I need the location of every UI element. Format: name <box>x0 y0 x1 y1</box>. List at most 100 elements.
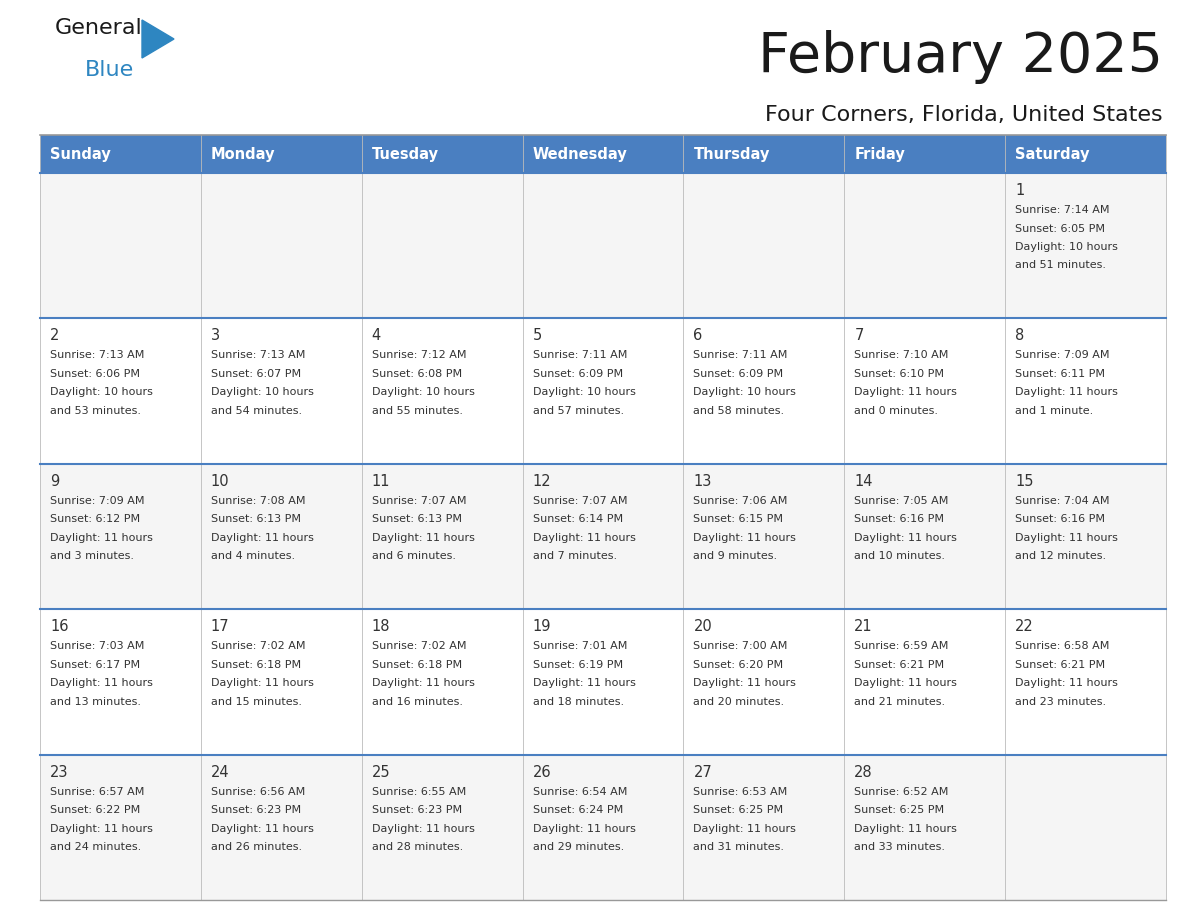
Text: Sunset: 6:18 PM: Sunset: 6:18 PM <box>372 660 462 670</box>
Text: Sunrise: 7:12 AM: Sunrise: 7:12 AM <box>372 351 466 361</box>
Text: Daylight: 11 hours: Daylight: 11 hours <box>532 823 636 834</box>
Text: Sunday: Sunday <box>50 147 110 162</box>
Text: Sunrise: 7:13 AM: Sunrise: 7:13 AM <box>210 351 305 361</box>
Text: and 10 minutes.: and 10 minutes. <box>854 552 946 561</box>
Text: Daylight: 11 hours: Daylight: 11 hours <box>372 823 474 834</box>
Text: and 7 minutes.: and 7 minutes. <box>532 552 617 561</box>
Text: Daylight: 10 hours: Daylight: 10 hours <box>210 387 314 397</box>
Bar <box>201 135 361 173</box>
Text: Daylight: 11 hours: Daylight: 11 hours <box>854 823 958 834</box>
Text: Sunset: 6:21 PM: Sunset: 6:21 PM <box>854 660 944 670</box>
Text: Sunrise: 7:08 AM: Sunrise: 7:08 AM <box>210 496 305 506</box>
Text: 24: 24 <box>210 765 229 779</box>
Text: Sunset: 6:20 PM: Sunset: 6:20 PM <box>694 660 784 670</box>
Text: Daylight: 10 hours: Daylight: 10 hours <box>532 387 636 397</box>
Bar <box>40 464 1165 610</box>
Text: Sunrise: 7:09 AM: Sunrise: 7:09 AM <box>1015 351 1110 361</box>
Text: Sunset: 6:13 PM: Sunset: 6:13 PM <box>210 514 301 524</box>
Text: 8: 8 <box>1015 329 1024 343</box>
Text: 12: 12 <box>532 474 551 488</box>
Text: 1: 1 <box>1015 183 1024 198</box>
Text: and 18 minutes.: and 18 minutes. <box>532 697 624 707</box>
Text: Sunrise: 7:01 AM: Sunrise: 7:01 AM <box>532 641 627 651</box>
Text: Sunrise: 7:04 AM: Sunrise: 7:04 AM <box>1015 496 1110 506</box>
Text: Daylight: 11 hours: Daylight: 11 hours <box>50 678 153 688</box>
Text: Daylight: 11 hours: Daylight: 11 hours <box>532 678 636 688</box>
Text: February 2025: February 2025 <box>758 30 1163 84</box>
Text: and 33 minutes.: and 33 minutes. <box>854 842 946 852</box>
Text: Sunset: 6:25 PM: Sunset: 6:25 PM <box>854 805 944 815</box>
Text: 15: 15 <box>1015 474 1034 488</box>
Text: Daylight: 11 hours: Daylight: 11 hours <box>694 823 796 834</box>
Text: and 24 minutes.: and 24 minutes. <box>50 842 141 852</box>
Text: and 31 minutes.: and 31 minutes. <box>694 842 784 852</box>
Text: Daylight: 11 hours: Daylight: 11 hours <box>854 387 958 397</box>
Text: Sunset: 6:17 PM: Sunset: 6:17 PM <box>50 660 140 670</box>
Text: 10: 10 <box>210 474 229 488</box>
Text: and 1 minute.: and 1 minute. <box>1015 406 1093 416</box>
Text: Sunrise: 7:14 AM: Sunrise: 7:14 AM <box>1015 205 1110 215</box>
Text: Sunset: 6:23 PM: Sunset: 6:23 PM <box>210 805 301 815</box>
Text: and 13 minutes.: and 13 minutes. <box>50 697 141 707</box>
Bar <box>40 173 1165 319</box>
Text: and 15 minutes.: and 15 minutes. <box>210 697 302 707</box>
Text: and 26 minutes.: and 26 minutes. <box>210 842 302 852</box>
Text: Daylight: 11 hours: Daylight: 11 hours <box>210 532 314 543</box>
Text: Sunrise: 7:11 AM: Sunrise: 7:11 AM <box>694 351 788 361</box>
Text: Tuesday: Tuesday <box>372 147 438 162</box>
Text: Sunset: 6:19 PM: Sunset: 6:19 PM <box>532 660 623 670</box>
Text: Sunset: 6:12 PM: Sunset: 6:12 PM <box>50 514 140 524</box>
Text: Daylight: 11 hours: Daylight: 11 hours <box>854 678 958 688</box>
Text: Sunset: 6:24 PM: Sunset: 6:24 PM <box>532 805 623 815</box>
Text: 22: 22 <box>1015 620 1034 634</box>
Text: Sunset: 6:14 PM: Sunset: 6:14 PM <box>532 514 623 524</box>
Text: 27: 27 <box>694 765 712 779</box>
Text: Sunset: 6:21 PM: Sunset: 6:21 PM <box>1015 660 1105 670</box>
Text: 28: 28 <box>854 765 873 779</box>
Text: and 16 minutes.: and 16 minutes. <box>372 697 462 707</box>
Text: 9: 9 <box>50 474 59 488</box>
Text: 13: 13 <box>694 474 712 488</box>
Text: Sunrise: 7:07 AM: Sunrise: 7:07 AM <box>372 496 466 506</box>
Text: Four Corners, Florida, United States: Four Corners, Florida, United States <box>765 105 1163 125</box>
Text: Daylight: 11 hours: Daylight: 11 hours <box>694 678 796 688</box>
Text: Sunrise: 6:55 AM: Sunrise: 6:55 AM <box>372 787 466 797</box>
Text: 4: 4 <box>372 329 381 343</box>
Text: Sunset: 6:16 PM: Sunset: 6:16 PM <box>854 514 944 524</box>
Text: Blue: Blue <box>86 60 134 80</box>
Text: 19: 19 <box>532 620 551 634</box>
Text: Daylight: 11 hours: Daylight: 11 hours <box>854 532 958 543</box>
Text: Sunset: 6:23 PM: Sunset: 6:23 PM <box>372 805 462 815</box>
Bar <box>40 755 1165 900</box>
Text: Sunset: 6:13 PM: Sunset: 6:13 PM <box>372 514 462 524</box>
Text: and 58 minutes.: and 58 minutes. <box>694 406 784 416</box>
Text: Sunrise: 6:54 AM: Sunrise: 6:54 AM <box>532 787 627 797</box>
Text: 17: 17 <box>210 620 229 634</box>
Text: 3: 3 <box>210 329 220 343</box>
Text: Sunset: 6:09 PM: Sunset: 6:09 PM <box>694 369 784 379</box>
Text: Thursday: Thursday <box>694 147 770 162</box>
Text: 7: 7 <box>854 329 864 343</box>
Text: 16: 16 <box>50 620 69 634</box>
Text: Sunrise: 7:02 AM: Sunrise: 7:02 AM <box>210 641 305 651</box>
Text: Daylight: 11 hours: Daylight: 11 hours <box>50 532 153 543</box>
Text: Daylight: 10 hours: Daylight: 10 hours <box>372 387 474 397</box>
Text: Sunset: 6:18 PM: Sunset: 6:18 PM <box>210 660 301 670</box>
Text: Sunrise: 6:53 AM: Sunrise: 6:53 AM <box>694 787 788 797</box>
Text: Sunset: 6:08 PM: Sunset: 6:08 PM <box>372 369 462 379</box>
Text: and 23 minutes.: and 23 minutes. <box>1015 697 1106 707</box>
Text: 5: 5 <box>532 329 542 343</box>
Text: Sunset: 6:05 PM: Sunset: 6:05 PM <box>1015 223 1105 233</box>
Text: Daylight: 11 hours: Daylight: 11 hours <box>694 532 796 543</box>
Text: Sunrise: 6:58 AM: Sunrise: 6:58 AM <box>1015 641 1110 651</box>
Text: and 0 minutes.: and 0 minutes. <box>854 406 939 416</box>
Bar <box>361 135 523 173</box>
Text: 25: 25 <box>372 765 391 779</box>
Text: and 9 minutes.: and 9 minutes. <box>694 552 778 561</box>
Text: Sunset: 6:16 PM: Sunset: 6:16 PM <box>1015 514 1105 524</box>
Text: Sunrise: 7:10 AM: Sunrise: 7:10 AM <box>854 351 949 361</box>
Text: and 53 minutes.: and 53 minutes. <box>50 406 141 416</box>
Text: and 51 minutes.: and 51 minutes. <box>1015 261 1106 271</box>
Text: Sunset: 6:06 PM: Sunset: 6:06 PM <box>50 369 140 379</box>
Bar <box>40 319 1165 464</box>
